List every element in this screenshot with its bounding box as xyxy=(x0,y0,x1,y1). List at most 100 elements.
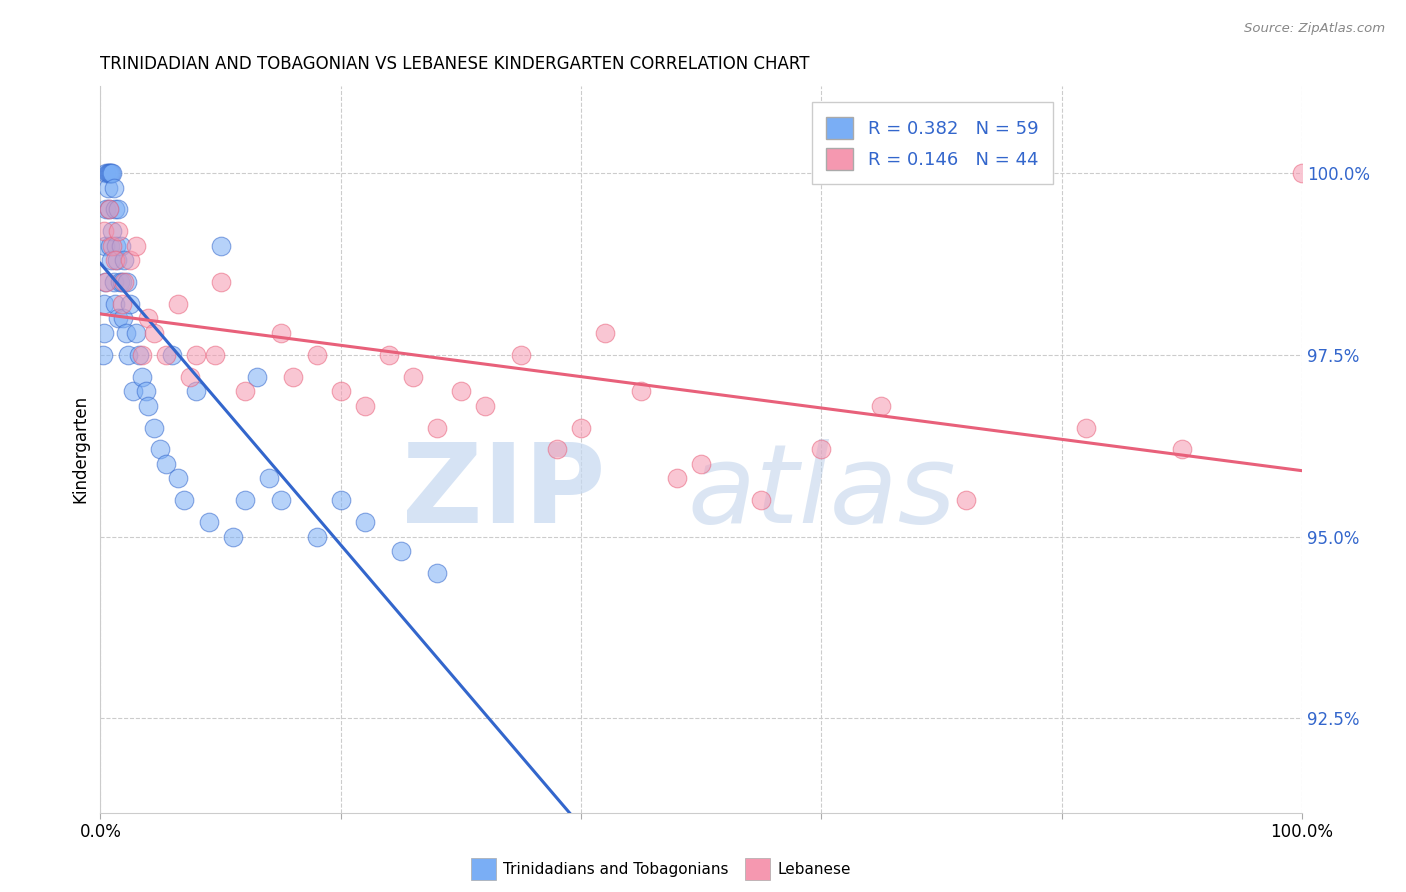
Point xyxy=(103,180,125,194)
Point xyxy=(100,166,122,180)
Point xyxy=(546,442,568,457)
Point xyxy=(91,348,114,362)
Point xyxy=(97,166,120,180)
Point xyxy=(167,297,190,311)
Point xyxy=(143,326,166,340)
Point xyxy=(209,275,232,289)
Point xyxy=(100,253,122,268)
Point xyxy=(101,166,124,180)
Point xyxy=(93,326,115,340)
Point xyxy=(245,369,267,384)
Point xyxy=(149,442,172,457)
Point xyxy=(125,239,148,253)
Point xyxy=(305,348,328,362)
Point xyxy=(98,239,121,253)
Point xyxy=(870,399,893,413)
Point xyxy=(131,348,153,362)
Point xyxy=(186,384,208,399)
Point xyxy=(186,348,208,362)
Point xyxy=(98,166,121,180)
Point xyxy=(111,275,134,289)
Point xyxy=(167,471,190,485)
Point xyxy=(107,202,129,217)
Point xyxy=(103,275,125,289)
Point xyxy=(107,311,129,326)
Point xyxy=(955,493,977,508)
Point xyxy=(143,420,166,434)
Point xyxy=(135,384,157,399)
Text: TRINIDADIAN AND TOBAGONIAN VS LEBANESE KINDERGARTEN CORRELATION CHART: TRINIDADIAN AND TOBAGONIAN VS LEBANESE K… xyxy=(100,55,810,73)
Point xyxy=(630,384,652,399)
Point xyxy=(1291,166,1313,180)
Point xyxy=(110,239,132,253)
Point xyxy=(93,297,115,311)
Point xyxy=(233,384,256,399)
Point xyxy=(377,348,399,362)
Point xyxy=(353,399,375,413)
Point xyxy=(114,326,136,340)
Point xyxy=(353,515,375,529)
Point xyxy=(389,544,412,558)
Text: ZIP: ZIP xyxy=(402,440,605,547)
Point xyxy=(221,530,243,544)
Point xyxy=(233,493,256,508)
Point xyxy=(104,297,127,311)
Text: Lebanese: Lebanese xyxy=(778,863,851,877)
Point xyxy=(1171,442,1194,457)
Point xyxy=(101,239,124,253)
Point xyxy=(179,369,201,384)
Point xyxy=(593,326,616,340)
Point xyxy=(209,239,232,253)
Point xyxy=(450,384,472,399)
Point xyxy=(1074,420,1097,434)
Point xyxy=(138,311,160,326)
Point xyxy=(117,348,139,362)
Point xyxy=(93,224,115,238)
Point xyxy=(474,399,496,413)
Point xyxy=(120,297,142,311)
Point xyxy=(104,202,127,217)
Point xyxy=(94,239,117,253)
Point xyxy=(96,202,118,217)
Point xyxy=(107,224,129,238)
Point xyxy=(111,297,134,311)
Point xyxy=(115,275,138,289)
Point xyxy=(97,202,120,217)
Point xyxy=(138,399,160,413)
Point xyxy=(197,515,219,529)
Point xyxy=(173,493,195,508)
Point xyxy=(162,348,184,362)
Point xyxy=(104,239,127,253)
Point xyxy=(305,530,328,544)
Point xyxy=(108,275,131,289)
Point xyxy=(510,348,533,362)
Y-axis label: Kindergarten: Kindergarten xyxy=(72,395,89,503)
Point xyxy=(112,253,135,268)
Point xyxy=(204,348,226,362)
Point xyxy=(281,369,304,384)
Point xyxy=(749,493,772,508)
Point xyxy=(329,493,352,508)
Point xyxy=(121,384,143,399)
Point xyxy=(810,442,832,457)
Point xyxy=(690,457,713,471)
Point xyxy=(666,471,689,485)
Point xyxy=(97,202,120,217)
Point xyxy=(97,166,120,180)
Point xyxy=(112,275,135,289)
Point xyxy=(257,471,280,485)
Point xyxy=(96,166,118,180)
Text: Source: ZipAtlas.com: Source: ZipAtlas.com xyxy=(1244,22,1385,36)
Point xyxy=(112,311,135,326)
Point xyxy=(426,566,449,580)
Point xyxy=(270,326,292,340)
Point xyxy=(128,348,150,362)
Point xyxy=(104,253,127,268)
Point xyxy=(155,457,177,471)
Point xyxy=(97,180,120,194)
Point xyxy=(131,369,153,384)
Legend: R = 0.382   N = 59, R = 0.146   N = 44: R = 0.382 N = 59, R = 0.146 N = 44 xyxy=(811,102,1053,184)
Point xyxy=(402,369,425,384)
Point xyxy=(101,224,124,238)
Point xyxy=(426,420,449,434)
